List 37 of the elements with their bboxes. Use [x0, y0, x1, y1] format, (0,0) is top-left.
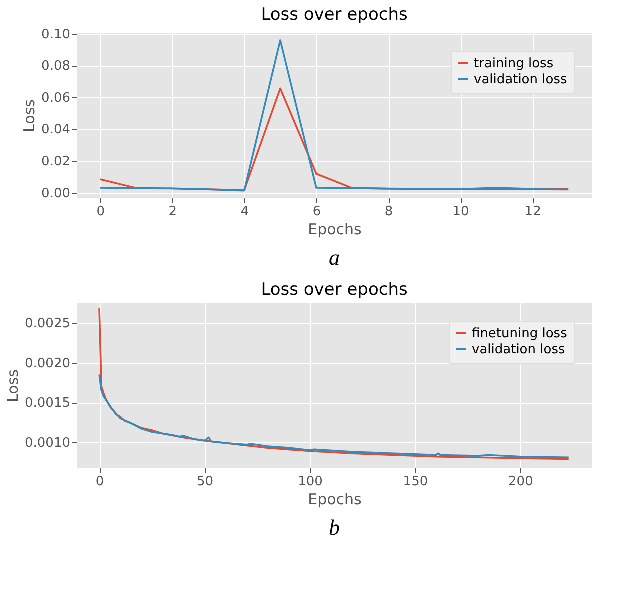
x-tick-label: 0: [96, 474, 104, 490]
line-series: [98, 308, 570, 460]
x-tick-label: 200: [508, 474, 534, 490]
legend-label: finetuning loss: [472, 326, 568, 342]
text: a: [329, 245, 340, 270]
y-tick-label: 0.0010: [25, 436, 70, 451]
line-series: [98, 374, 570, 459]
y-axis-title: Loss: [4, 369, 22, 402]
x-tick-label: 0: [96, 204, 106, 220]
x-tick-label: 6: [312, 204, 322, 220]
x-tick-label: 4: [240, 204, 250, 220]
x-tick-label: 2: [168, 204, 178, 220]
y-tick-label: 0.04: [42, 122, 70, 138]
x-axis-title: Epochs: [308, 490, 362, 508]
y-tick-label: 0.0015: [25, 396, 70, 412]
x-tick-label: 8: [384, 204, 394, 220]
text: b: [329, 515, 340, 540]
chart-title: Loss over epochs: [261, 4, 408, 25]
legend-label: training loss: [474, 56, 554, 72]
y-tick-label: 0.0025: [25, 316, 70, 332]
x-tick-label: 100: [298, 474, 323, 490]
y-tick-label: 0.00: [42, 186, 70, 202]
legend-label: validation loss: [472, 342, 566, 358]
legend-label: validation loss: [474, 72, 568, 88]
y-tick-label: 0.08: [42, 59, 70, 74]
x-axis-title: Epochs: [308, 220, 362, 238]
y-tick-label: 0.06: [42, 90, 70, 106]
y-tick-label: 0.10: [42, 27, 70, 42]
y-tick-label: 0.02: [42, 154, 70, 170]
y-tick-label: 0.0020: [25, 356, 70, 372]
line-series: [100, 40, 570, 192]
x-tick-label: 12: [524, 204, 542, 220]
chart-title: Loss over epochs: [261, 280, 408, 300]
x-tick-label: 10: [452, 204, 470, 220]
x-tick-label: 150: [403, 474, 428, 490]
x-tick-label: 50: [196, 474, 214, 490]
y-axis-title: Loss: [20, 99, 39, 132]
